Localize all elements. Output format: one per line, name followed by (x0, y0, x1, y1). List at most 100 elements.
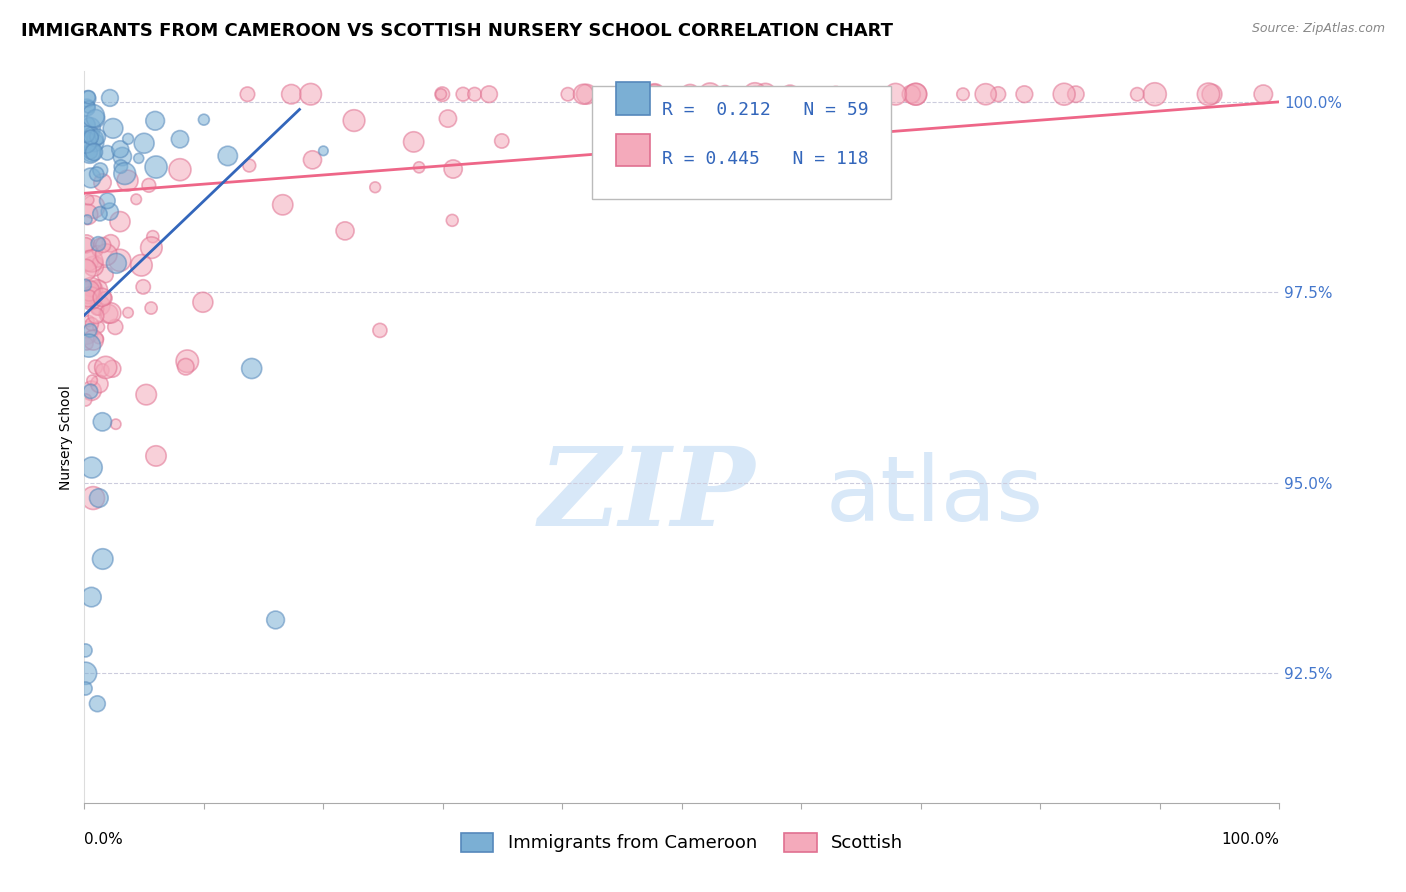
Point (1014, 87, 1036, 102)
Point (974, 87, 997, 102)
Point (79, 384, 101, 399)
Point (679, 87, 702, 102)
Point (87, 236, 110, 251)
Point (217, 149, 239, 163)
Point (852, 87, 875, 102)
Point (80, 590, 103, 604)
Point (114, 167, 136, 181)
Point (91, 415, 114, 429)
Point (75, 392, 97, 407)
Point (94, 291, 117, 305)
Point (1126, 87, 1149, 102)
Point (87, 332, 110, 346)
Point (1201, 87, 1223, 102)
Point (117, 306, 139, 320)
Point (191, 295, 214, 310)
Point (1064, 87, 1087, 102)
Point (91, 363, 114, 377)
Point (824, 87, 846, 102)
Point (145, 449, 167, 463)
Point (82, 259, 104, 273)
Point (904, 87, 927, 102)
Point (312, 144, 335, 158)
Point (408, 161, 430, 175)
Point (101, 361, 124, 376)
Point (97, 307, 120, 321)
Point (176, 354, 198, 368)
Text: ZIP: ZIP (538, 442, 755, 549)
Point (128, 151, 150, 165)
Text: Source: ZipAtlas.com: Source: ZipAtlas.com (1251, 22, 1385, 36)
Point (100, 236, 122, 251)
Point (84, 360, 107, 375)
Point (80, 291, 103, 305)
Point (110, 142, 132, 156)
Point (96, 194, 118, 208)
Point (75, 238, 97, 252)
Point (80, 317, 103, 331)
Point (125, 192, 148, 206)
FancyBboxPatch shape (592, 86, 891, 200)
Point (105, 256, 128, 270)
Point (76, 101, 98, 115)
Point (80, 145, 103, 160)
Point (714, 87, 737, 102)
Point (139, 301, 162, 315)
Point (572, 87, 595, 102)
Point (131, 258, 153, 272)
Point (240, 361, 263, 376)
Point (89, 298, 111, 312)
Point (84, 136, 107, 150)
Point (76, 127, 98, 141)
Text: atlas: atlas (825, 451, 1043, 540)
Point (987, 87, 1010, 102)
Point (364, 180, 387, 194)
Point (91, 552, 114, 566)
Point (87, 491, 110, 505)
Point (84, 282, 107, 296)
Point (779, 87, 801, 102)
Point (82, 109, 104, 123)
Point (75, 278, 97, 293)
Point (557, 87, 579, 102)
Legend: Immigrants from Cameroon, Scottish: Immigrants from Cameroon, Scottish (454, 826, 910, 860)
Point (87, 283, 110, 297)
Point (343, 113, 366, 128)
Point (86, 697, 108, 711)
Point (143, 113, 166, 128)
Point (75, 666, 97, 681)
Point (104, 417, 127, 432)
Point (82, 333, 104, 347)
Point (132, 136, 156, 151)
Point (76, 118, 98, 132)
Point (441, 213, 464, 227)
Point (82, 491, 104, 505)
Point (79, 120, 101, 135)
Point (952, 87, 974, 102)
Point (89, 207, 111, 221)
Point (1053, 87, 1076, 102)
Point (84, 112, 107, 126)
Point (430, 87, 453, 102)
Point (1143, 87, 1166, 102)
Point (301, 153, 323, 167)
Point (238, 159, 260, 173)
Point (91, 290, 114, 304)
Point (75, 263, 97, 277)
Point (402, 135, 425, 149)
Point (1198, 87, 1220, 102)
Point (77, 100, 100, 114)
Point (87, 255, 110, 269)
Point (775, 87, 797, 102)
Text: R = 0.445   N = 118: R = 0.445 N = 118 (662, 150, 869, 168)
Text: 0.0%: 0.0% (84, 832, 124, 847)
Point (271, 198, 294, 212)
Point (77, 193, 100, 207)
Point (1253, 87, 1275, 102)
Point (77, 90, 100, 104)
Point (264, 613, 287, 627)
Bar (616, 134, 650, 167)
Point (89, 376, 111, 391)
Point (84, 309, 107, 323)
Point (441, 161, 464, 176)
